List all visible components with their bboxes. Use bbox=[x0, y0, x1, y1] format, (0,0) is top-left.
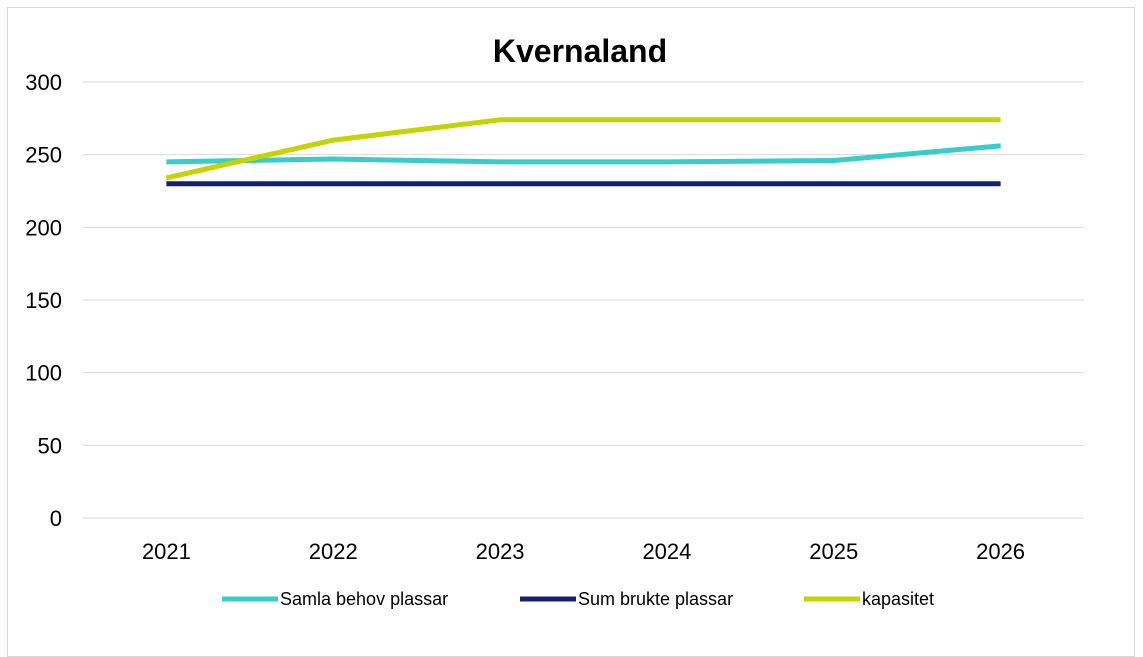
y-tick-label-0: 0 bbox=[50, 506, 62, 531]
x-tick-label-2025: 2025 bbox=[809, 539, 858, 564]
x-tick-label-2024: 2024 bbox=[642, 539, 691, 564]
y-axis-tick-labels: 0 50 100 150 200 250 300 bbox=[25, 70, 62, 531]
legend-label-samla-behov-plassar: Samla behov plassar bbox=[280, 589, 448, 609]
x-tick-label-2023: 2023 bbox=[476, 539, 525, 564]
x-axis-tick-labels: 2021 2022 2023 2024 2025 2026 bbox=[142, 539, 1025, 564]
legend-label-kapasitet: kapasitet bbox=[862, 589, 934, 609]
legend: Samla behov plassar Sum brukte plassar kap… bbox=[222, 589, 934, 609]
x-tick-label-2021: 2021 bbox=[142, 539, 191, 564]
y-tick-label-300: 300 bbox=[25, 70, 62, 95]
x-tick-label-2022: 2022 bbox=[309, 539, 358, 564]
y-tick-label-150: 150 bbox=[25, 288, 62, 313]
series-line-kapasitet bbox=[165, 117, 1001, 181]
chart-title: Kvernaland bbox=[493, 33, 667, 69]
y-tick-label-200: 200 bbox=[25, 215, 62, 240]
y-tick-label-100: 100 bbox=[25, 361, 62, 386]
legend-label-sum-brukte-plassar: Sum brukte plassar bbox=[578, 589, 733, 609]
gridlines bbox=[83, 81, 1084, 519]
x-tick-label-2026: 2026 bbox=[976, 539, 1025, 564]
y-tick-label-50: 50 bbox=[38, 433, 62, 458]
series-lines bbox=[165, 117, 1001, 187]
chart-frame bbox=[7, 7, 1135, 657]
y-tick-label-250: 250 bbox=[25, 143, 62, 168]
series-line-samla-behov-plassar bbox=[166, 143, 1001, 165]
